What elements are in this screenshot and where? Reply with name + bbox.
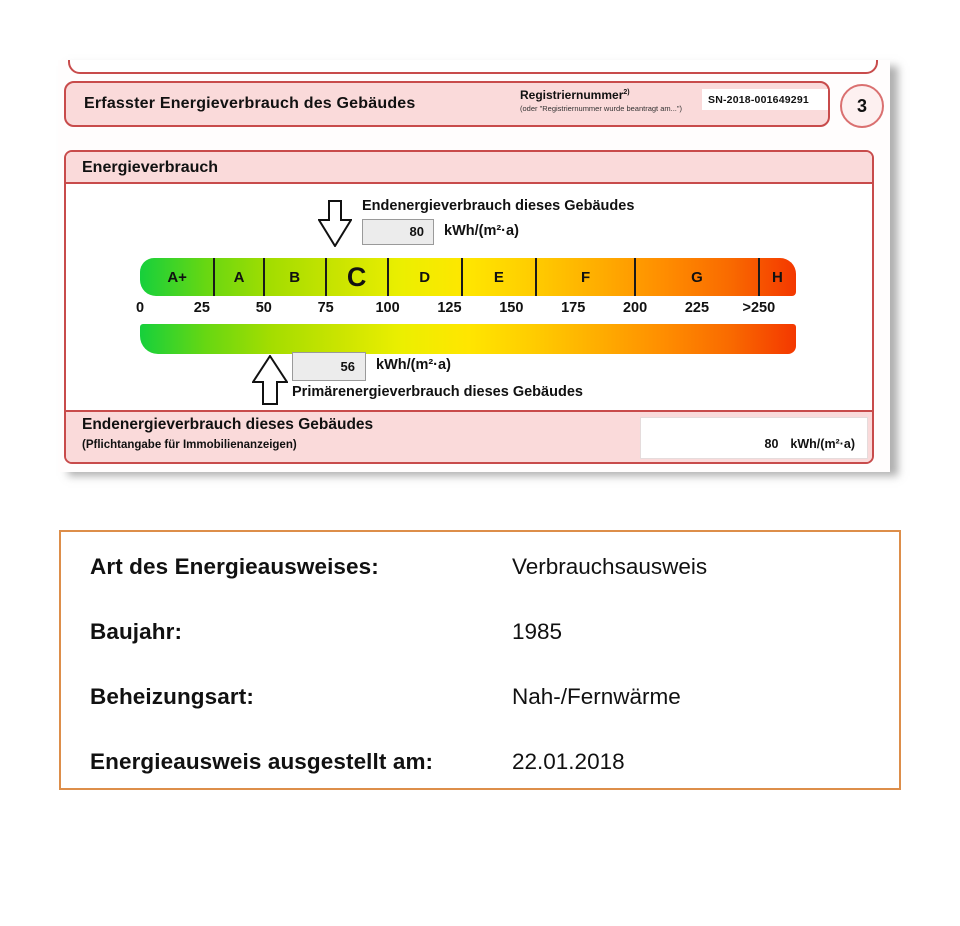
gradient-bar [140, 324, 796, 354]
footer-label: Endenergieverbrauch dieses Gebäudes [82, 416, 374, 433]
detail-label: Art des Energieausweises: [90, 554, 379, 579]
detail-value: 1985 [512, 619, 563, 644]
energy-class-letter-aplus: A+ [167, 268, 187, 286]
scale-tick-row: 0 25 50 75 100 125 150 175 200 225 >250 [136, 300, 796, 318]
scale-tick-50: 50 [255, 300, 272, 316]
previous-section-box-bottom [68, 60, 878, 74]
energy-class-band: A+ A B C D E F G H [140, 258, 796, 296]
class-divider [386, 258, 389, 296]
registry-block: Registriernummer2) (oder "Registriernumm… [520, 88, 682, 113]
scale-tick-25: 25 [193, 300, 210, 316]
scale-tick-175: 175 [561, 300, 586, 316]
energy-class-letter-e: E [493, 268, 504, 286]
detail-row: Beheizungsart: Nah-/Fernwärme [90, 684, 899, 712]
class-divider [262, 258, 265, 296]
up-arrow-icon [252, 355, 288, 405]
detail-value: Nah-/Fernwärme [512, 684, 681, 709]
class-divider [460, 258, 463, 296]
class-divider [535, 258, 538, 296]
detail-row: Energieausweis ausgestellt am: 22.01.2018 [90, 749, 899, 777]
section-header-bar: Erfasster Energieverbrauch des Gebäudes … [64, 81, 830, 127]
scale-tick-150: 150 [499, 300, 524, 316]
detail-row: Art des Energieausweises: Verbrauchsauswe… [90, 554, 899, 582]
detail-label: Beheizungsart: [90, 684, 254, 709]
scale-tick-125: 125 [437, 300, 462, 316]
energy-panel-body: Endenergieverbrauch dieses Gebäudes 80 k… [66, 186, 872, 410]
energy-class-letter-b: B [289, 268, 301, 286]
registry-footnote-mark: 2) [623, 89, 630, 96]
detail-label: Baujahr: [90, 619, 183, 644]
scale-tick-100: 100 [375, 300, 400, 316]
energy-class-letter-f: F [580, 268, 591, 286]
energy-class-letter-c: C [346, 261, 367, 292]
scale-tick-200: 200 [622, 300, 648, 316]
scale-tick-250: >250 [742, 300, 776, 316]
primary-energy-label: Primärenergieverbrauch dieses Gebäudes [292, 384, 583, 400]
footer-value: 80 [764, 437, 779, 451]
end-energy-label: Endenergieverbrauch dieses Gebäudes [362, 198, 635, 214]
detail-label: Energieausweis ausgestellt am: [90, 749, 434, 774]
primary-energy-unit: kWh/(m²·a) [376, 357, 451, 373]
energy-certificate-scan: Erfasster Energieverbrauch des Gebäudes … [58, 60, 890, 472]
energy-class-letter-d: D [419, 268, 431, 286]
energy-class-letter-a: A [233, 268, 245, 286]
class-divider [213, 258, 216, 296]
footer-value-field: 80 kWh/(m²·a) [640, 417, 868, 459]
footer-sublabel: (Pflichtangabe für Immobilienanzeigen) [82, 439, 297, 451]
class-divider [324, 258, 327, 296]
details-rows: Art des Energieausweises: Verbrauchsauswe… [90, 554, 899, 777]
detail-value: 22.01.2018 [512, 749, 625, 774]
detail-row: Baujahr: 1985 [90, 619, 899, 647]
energy-panel-title: Energieverbrauch [66, 152, 872, 184]
energy-consumption-panel: Energieverbrauch Endenergieverbrauch die… [64, 150, 874, 464]
energy-class-letter-g: G [691, 268, 703, 286]
energy-panel-footer: Endenergieverbrauch dieses Gebäudes (Pfl… [66, 410, 872, 462]
registry-label: Registriernummer2) [520, 88, 682, 102]
registry-label-text: Registriernummer [520, 88, 624, 102]
energy-scale: A+ A B C D E F G H 0 25 50 75 100 125 150 175 200 225 >250 [136, 258, 796, 390]
page-number-badge: 3 [840, 84, 884, 128]
scale-tick-225: 225 [684, 300, 710, 316]
energy-class-letter-h: H [772, 268, 783, 286]
scale-tick-75: 75 [317, 300, 334, 316]
class-divider [634, 258, 637, 296]
scale-tick-0: 0 [135, 300, 145, 316]
end-energy-value-field: 80 [362, 219, 434, 245]
primary-energy-value-field: 56 [292, 352, 366, 381]
certificate-details-box: Art des Energieausweises: Verbrauchsauswe… [59, 530, 901, 790]
registry-number-field: SN-2018-001649291 [702, 89, 828, 110]
previous-section-edge [68, 60, 878, 76]
class-divider [757, 258, 760, 296]
detail-value: Verbrauchsausweis [512, 554, 708, 579]
footer-unit: kWh/(m²·a) [790, 437, 855, 451]
section-title: Erfasster Energieverbrauch des Gebäudes [84, 95, 416, 112]
down-arrow-icon [318, 200, 352, 247]
end-energy-unit: kWh/(m²·a) [444, 223, 519, 239]
registry-note: (oder "Registriernummer wurde beantragt … [520, 104, 683, 113]
